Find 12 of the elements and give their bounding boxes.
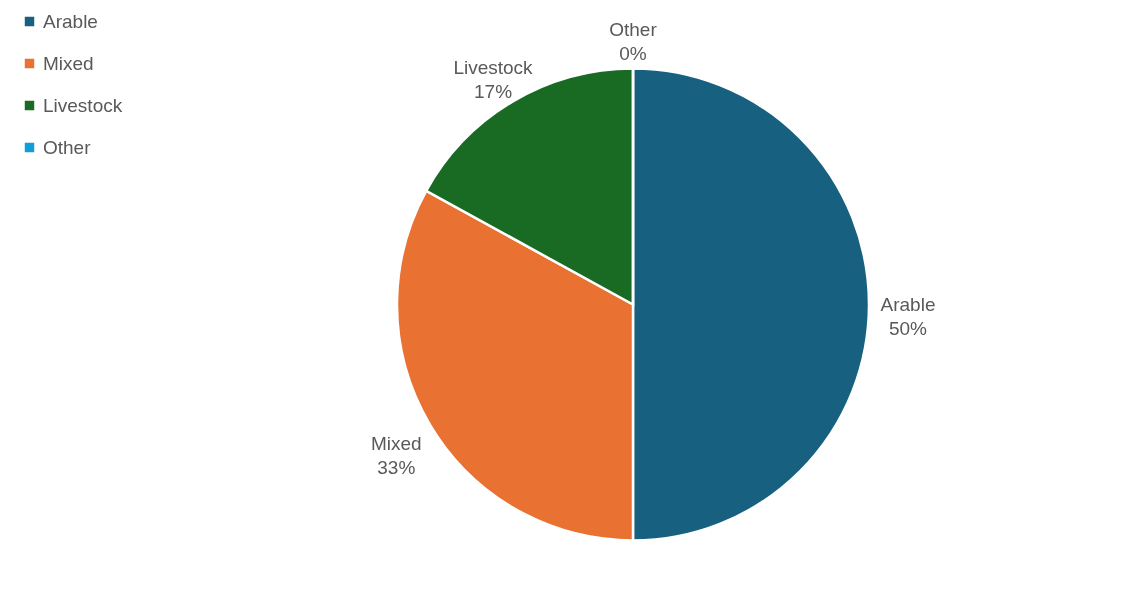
legend-label: Mixed bbox=[43, 52, 94, 74]
legend-label: Other bbox=[43, 136, 92, 158]
data-label: 33% bbox=[377, 457, 416, 479]
legend-label: Arable bbox=[43, 10, 98, 32]
slice-label: Arable bbox=[880, 293, 936, 315]
category-label: Other bbox=[609, 18, 657, 40]
legend-label: Livestock bbox=[43, 94, 123, 116]
slice-label: Mixed bbox=[370, 433, 422, 455]
text: 0% bbox=[619, 42, 647, 64]
data-label: 17% bbox=[474, 80, 513, 102]
slice-label: Livestock bbox=[453, 56, 534, 78]
data-label: 50% bbox=[888, 317, 928, 339]
